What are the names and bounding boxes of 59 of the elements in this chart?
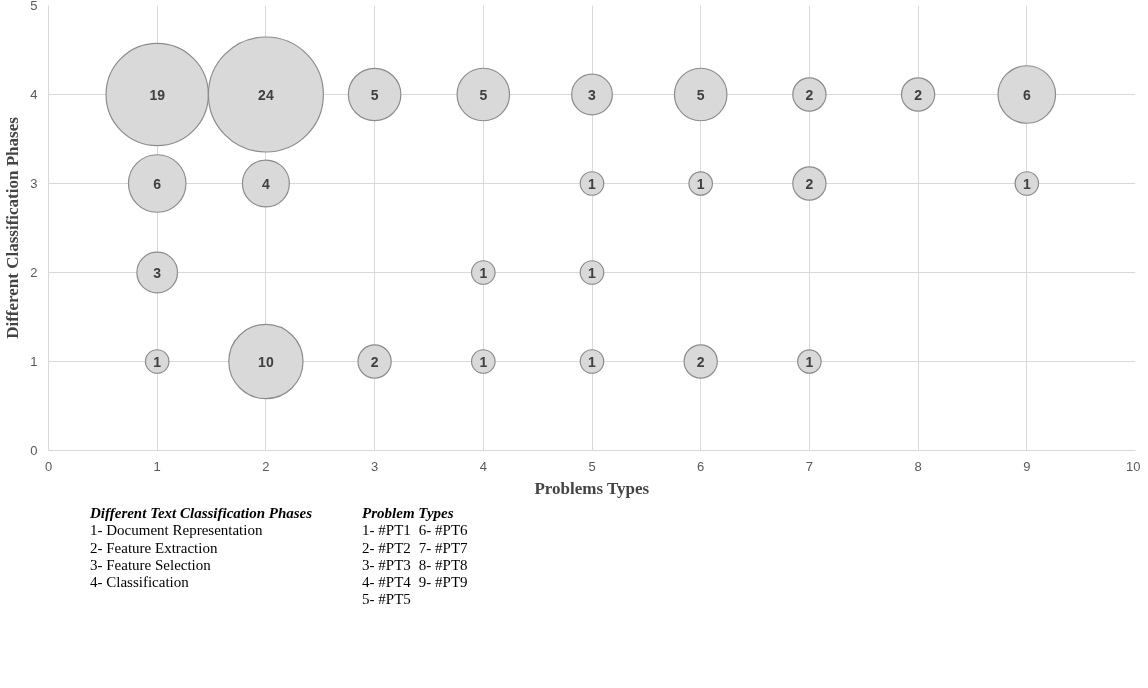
data-label: 6 [1022,86,1031,103]
data-label: 1 [588,353,597,370]
data-label: 1 [479,353,488,370]
data-label: 24 [258,86,274,103]
data-label: 2 [805,175,814,192]
data-label: 1 [696,175,705,192]
data-label: 2 [914,86,923,103]
y-tick-label: 3 [30,176,38,191]
data-label: 10 [258,353,274,370]
x-tick-label: 7 [805,458,814,474]
x-tick-label: 5 [588,458,596,474]
x-tick-label: 3 [370,458,379,474]
text: 3- Feature Selection [90,556,212,574]
data-label: 3 [153,264,162,281]
x-tick-label: 6 [697,458,705,474]
text: Different Text Classification Phases [90,505,313,523]
text: 2- #PT2 [362,539,411,557]
x-tick-label: 0 [44,458,53,474]
y-tick-label: 5 [30,0,38,13]
data-label: 19 [149,86,166,103]
data-label: 5 [370,86,379,103]
text: 1- #PT1 [362,522,411,540]
data-label: 2 [370,353,379,370]
data-label: 1 [588,175,597,192]
x-tick-label: 2 [262,458,270,474]
data-label: 3 [588,86,597,103]
text: 6- #PT6 [418,522,468,540]
data-label: 2 [805,86,814,103]
data-label: 4 [262,175,271,192]
data-label: 2 [696,353,705,370]
x-axis-title: Problems Types [534,478,650,498]
text: 5- #PT5 [362,591,411,609]
text: 3- #PT3 [362,556,411,574]
x-tick-label: 10 [1126,458,1141,474]
x-tick-label: 1 [153,458,161,474]
x-tick-label: 4 [479,458,487,474]
text: 1- Document Representation [90,522,264,540]
text: Problem Types [362,505,455,523]
data-label: 5 [696,86,705,103]
text: 9- #PT9 [418,574,468,592]
text: 8- #PT8 [418,556,468,574]
text: 4- Classification [90,574,190,592]
x-tick-label: 9 [1023,458,1031,474]
data-label: 1 [805,353,814,370]
y-tick-label: 2 [30,265,38,280]
x-tick-label: 8 [914,458,922,474]
y-tick-label: 1 [30,354,38,369]
text: 2- Feature Extraction [90,539,219,557]
y-tick-label: 4 [30,87,38,102]
y-tick-label: 0 [30,443,38,458]
data-label: 5 [479,86,488,103]
data-label: 6 [153,175,162,192]
text: 4- #PT4 [362,574,411,592]
y-axis-title: Different Classification Phases [3,116,23,339]
data-label: 1 [588,264,597,281]
text: 7- #PT7 [418,539,468,557]
data-label: 1 [479,264,488,281]
data-label: 1 [153,353,162,370]
data-label: 1 [1022,175,1031,192]
